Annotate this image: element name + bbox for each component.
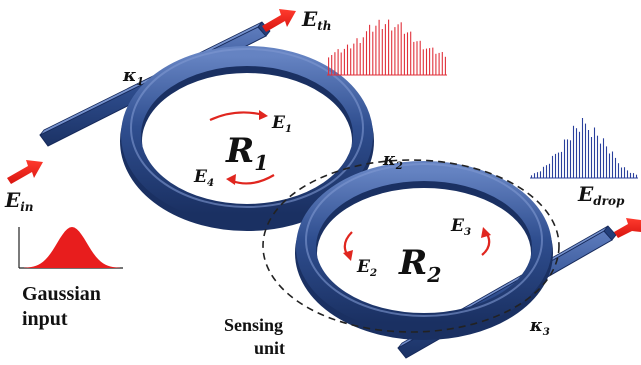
e-drop-label: Edrop (577, 182, 625, 208)
gaussian-input-caption-line2: input (22, 308, 68, 330)
sensing-unit-caption-line1: Sensing (224, 315, 283, 335)
ring-resonator-r1 (120, 46, 374, 231)
r1-label: R1 (225, 131, 268, 175)
e1-label: E1 (271, 113, 292, 135)
input-arrow-icon (7, 160, 43, 184)
drop-arrow-icon (614, 218, 641, 238)
kappa2-label: κ2 (382, 150, 403, 172)
e1-arrowhead-icon (259, 110, 268, 120)
blue-comb-spectrum-icon (530, 118, 638, 179)
red-comb-spectrum-icon (327, 19, 447, 76)
gaussian-input-caption-line1: Gaussian (22, 283, 101, 305)
e4-arrowhead-icon (226, 174, 236, 185)
sensing-unit-caption-line2: unit (254, 338, 285, 358)
e2-label: E2 (356, 257, 377, 279)
e3-label: E3 (450, 216, 471, 238)
through-arrow-icon (262, 9, 296, 32)
e4-circulation-arrow-icon (231, 174, 275, 185)
sensing-unit-outline (262, 159, 560, 333)
kappa3-label: κ3 (529, 316, 550, 338)
e4-label: E4 (193, 167, 214, 189)
gaussian-pulse-icon (18, 227, 123, 269)
e3-arrowhead-icon (481, 227, 491, 238)
e1-circulation-arrow-icon (209, 111, 265, 121)
r2-label: R2 (398, 243, 441, 287)
e-in-label: Ein (4, 188, 34, 214)
e-th-label: Eth (301, 7, 332, 33)
kappa1-label: κ1 (122, 65, 144, 88)
e2-arrowhead-icon (343, 250, 353, 261)
ring-resonator-r2 (295, 161, 553, 340)
